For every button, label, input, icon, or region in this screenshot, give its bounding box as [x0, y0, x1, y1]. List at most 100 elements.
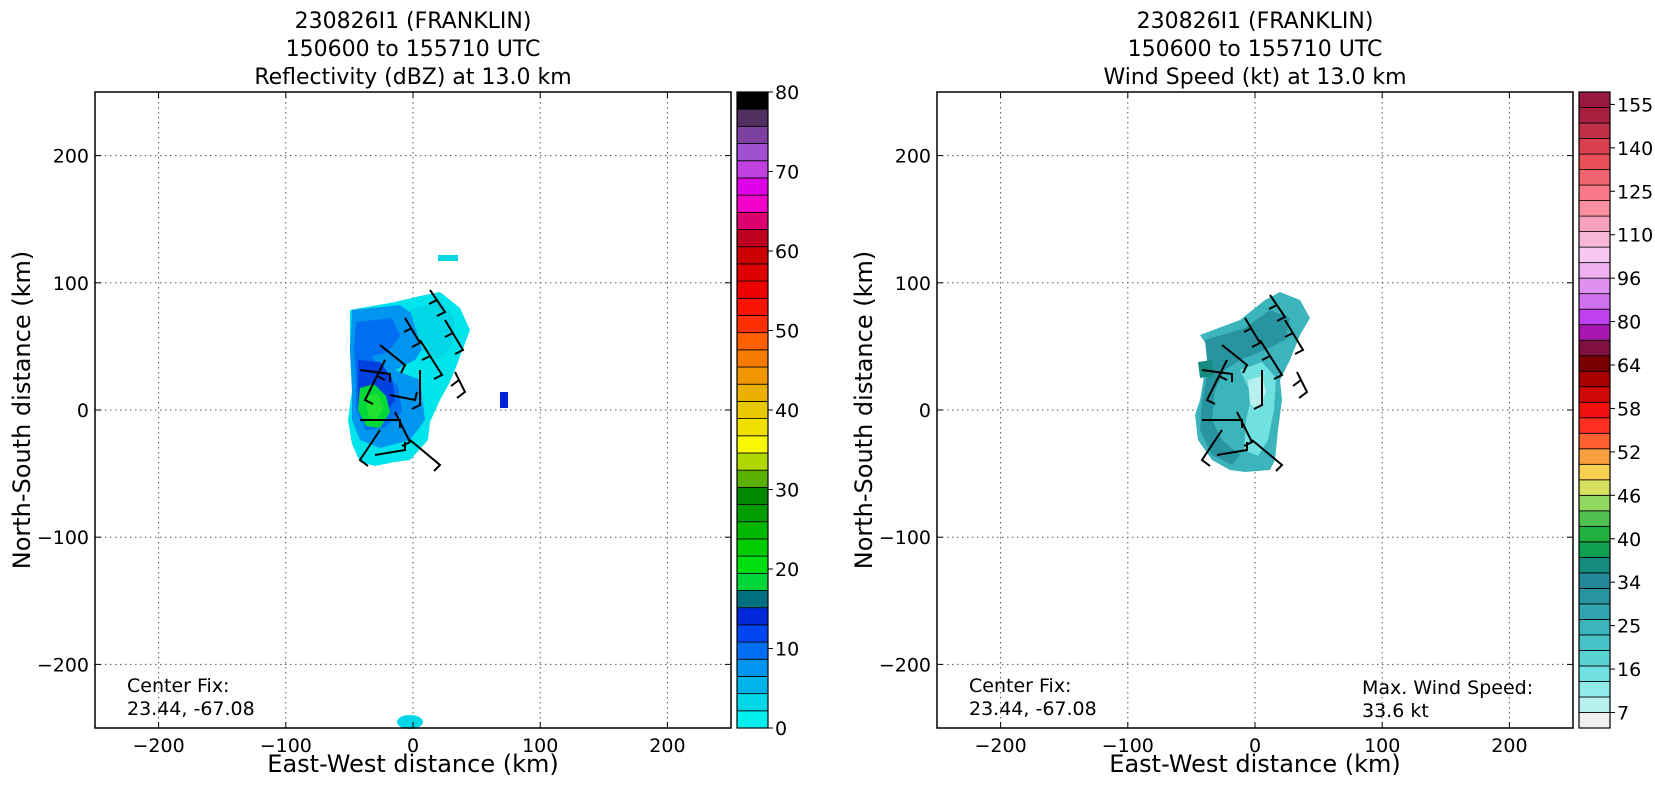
echo-cell-small-north — [438, 255, 458, 261]
colorbar-swatch — [1578, 572, 1611, 589]
wind-barb — [428, 289, 447, 317]
colorbar-swatch — [1578, 603, 1611, 620]
wind-barb — [379, 344, 407, 374]
colorbar-tick-label: 0 — [775, 718, 787, 740]
max-wind-label: Max. Wind Speed: — [1362, 677, 1533, 699]
panel-title-line-1: 230826I1 (FRANKLIN) — [295, 9, 532, 34]
colorbar-swatch — [1578, 169, 1611, 186]
colorbar-swatch — [1578, 215, 1611, 233]
grid-lines — [95, 92, 731, 728]
colorbar-swatch — [1578, 122, 1611, 139]
panel-title-line-3: Reflectivity (dBZ) at 13.0 km — [254, 65, 571, 90]
echo-region-cyan-east — [410, 300, 455, 360]
colorbar-tick-label: 30 — [775, 480, 799, 502]
colorbar-swatch — [1578, 231, 1611, 248]
center-fix-value: 23.44, -67.08 — [127, 698, 255, 720]
colorbar-swatch — [736, 160, 769, 179]
colorbar-swatch — [1578, 619, 1611, 636]
colorbar-swatch — [736, 710, 769, 729]
colorbar-swatch — [736, 538, 769, 557]
colorbar-swatch — [1578, 510, 1611, 527]
colorbar-swatch — [736, 194, 769, 213]
plot-area: −200 −100 0 100 200 −200 −100 0 100 200 — [879, 91, 1574, 757]
wind-barb — [409, 439, 442, 472]
colorbar-frame — [1578, 91, 1611, 729]
colorbar-swatch — [1578, 712, 1611, 729]
max-wind-value: 33.6 kt — [1362, 700, 1429, 722]
colorbar-swatch — [1578, 479, 1611, 496]
colorbar-swatch — [1578, 339, 1611, 357]
colorbar-swatch — [1578, 541, 1611, 558]
colorbar-swatch — [1578, 324, 1611, 341]
colorbar-swatch — [1578, 556, 1611, 574]
x-tick-label: 100 — [522, 735, 558, 757]
colorbar-swatch — [736, 607, 769, 626]
x-axis-label: East-West distance (km) — [267, 750, 558, 778]
colorbar-swatch — [1578, 525, 1611, 543]
reflectivity-colorbar: 0 10 20 30 40 50 60 70 80 — [736, 82, 799, 740]
y-tick-label: −100 — [879, 527, 931, 549]
colorbar-swatch — [1578, 448, 1611, 465]
y-tick-label: 200 — [53, 146, 89, 168]
wind-barb — [419, 339, 444, 380]
colorbar-swatch — [1578, 696, 1611, 713]
x-tick-label: −200 — [133, 735, 185, 757]
wind-barb — [1216, 442, 1248, 456]
echo-cell-small-east — [500, 392, 508, 408]
x-tick-label: 200 — [1491, 735, 1527, 757]
colorbar-tick-label: 125 — [1617, 181, 1653, 203]
colorbar-swatch — [736, 349, 769, 368]
x-tick-label: 0 — [407, 735, 419, 757]
colorbar-swatch — [736, 143, 769, 162]
wind-speed-panel: 230826I1 (FRANKLIN) 150600 to 155710 UTC… — [850, 9, 1653, 778]
y-tick-labels: −200 −100 0 100 200 — [37, 146, 89, 677]
colorbar-swatch — [1578, 665, 1611, 682]
colorbar-swatch — [736, 263, 769, 282]
colorbar-swatch — [1578, 107, 1611, 124]
colorbar-tick-label: 52 — [1617, 442, 1641, 464]
colorbar-tick-label: 20 — [775, 559, 799, 581]
colorbar-swatch — [736, 572, 769, 591]
colorbar-swatch — [1578, 355, 1611, 372]
tick-marks — [95, 92, 731, 728]
colorbar-tick-label: 96 — [1617, 268, 1641, 290]
colorbar-swatch — [736, 315, 769, 334]
wind-barb — [1243, 317, 1262, 348]
colorbar-swatch — [1578, 432, 1611, 450]
colorbar-swatch — [736, 108, 769, 127]
colorbar-swatch — [1578, 401, 1611, 419]
colorbar-swatch — [1578, 277, 1611, 295]
colorbar-tick-label: 25 — [1617, 616, 1641, 638]
colorbar-swatch — [736, 469, 769, 488]
colorbar-swatch — [1578, 153, 1611, 170]
y-tick-label: 200 — [895, 146, 931, 168]
x-tick-label: −100 — [260, 735, 312, 757]
wind-barb — [358, 429, 381, 467]
colorbar-swatch — [736, 624, 769, 643]
wind-speed-colorbar: 7 16 25 34 40 46 52 58 64 80 96 110 125 140 155 — [1578, 91, 1653, 729]
colorbar-swatch — [736, 486, 769, 505]
y-tick-label: −200 — [879, 654, 931, 676]
y-tick-labels: −200 −100 0 100 200 — [879, 146, 931, 677]
tick-marks — [937, 92, 1573, 728]
y-tick-label: 100 — [53, 273, 89, 295]
colorbar-swatch — [1578, 262, 1611, 279]
colorbar-swatch — [736, 125, 769, 144]
echo-region-bright-green — [366, 394, 384, 420]
colorbar-tick-label: 58 — [1617, 398, 1641, 420]
wind-barb — [1292, 371, 1309, 399]
x-tick-label: 200 — [649, 735, 685, 757]
panel-title-line-2: 150600 to 155710 UTC — [286, 37, 541, 62]
colorbar-swatch — [736, 658, 769, 677]
colorbar-swatch — [736, 366, 769, 385]
colorbar-swatch — [1578, 184, 1611, 201]
colorbar-swatch — [1578, 463, 1611, 481]
center-fix-label: Center Fix: — [127, 675, 229, 697]
y-axis-label: North-South distance (km) — [850, 251, 878, 570]
colorbar-swatch — [736, 521, 769, 540]
grid-lines — [937, 92, 1573, 728]
colorbar-swatch — [736, 504, 769, 523]
x-axis-label: East-West distance (km) — [1109, 750, 1400, 778]
colorbar-swatch — [736, 676, 769, 695]
y-axis-label: North-South distance (km) — [8, 251, 36, 570]
